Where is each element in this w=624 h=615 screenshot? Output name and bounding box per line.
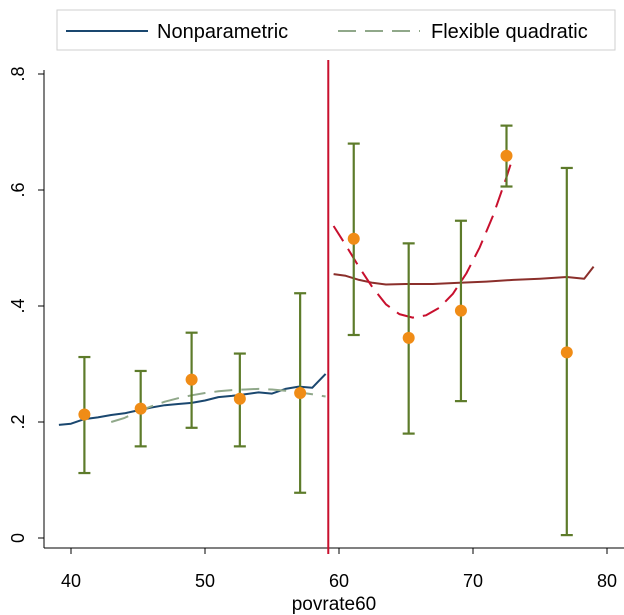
y-tick-label: 0 bbox=[8, 533, 28, 543]
y-tick-label: .2 bbox=[8, 414, 28, 429]
legend-label-nonparametric: Nonparametric bbox=[157, 21, 288, 43]
y-ticks: 0 .2 .4 .6 .8 bbox=[8, 66, 44, 543]
x-tick-label: 50 bbox=[195, 571, 215, 591]
x-ticks: 40 50 60 70 80 bbox=[61, 548, 617, 591]
mean-marker bbox=[294, 387, 307, 399]
legend-box bbox=[56, 9, 616, 51]
mean-marker bbox=[454, 304, 467, 317]
x-tick-label: 60 bbox=[329, 571, 349, 591]
x-tick-label: 80 bbox=[597, 571, 617, 591]
binned-means bbox=[78, 149, 573, 421]
mean-marker bbox=[500, 149, 513, 162]
mean-marker bbox=[134, 402, 147, 415]
mean-marker bbox=[78, 408, 91, 421]
fit-line-2 bbox=[110, 387, 326, 423]
x-axis-title: povrate60 bbox=[292, 594, 377, 615]
x-tick-label: 40 bbox=[61, 571, 81, 591]
mean-marker bbox=[185, 373, 198, 386]
y-tick-label: .6 bbox=[8, 182, 28, 197]
legend: Nonparametric Flexible quadratic bbox=[56, 9, 616, 51]
fit-line-3 bbox=[333, 265, 595, 286]
mean-marker bbox=[560, 346, 573, 359]
fit-line-4 bbox=[332, 156, 515, 319]
legend-label-flexible-quadratic: Flexible quadratic bbox=[431, 21, 588, 43]
mean-marker bbox=[347, 232, 360, 245]
y-tick-label: .4 bbox=[8, 298, 28, 313]
confidence-intervals bbox=[78, 124, 573, 537]
mean-marker bbox=[402, 331, 415, 344]
mean-marker bbox=[233, 392, 246, 405]
x-tick-label: 70 bbox=[463, 571, 483, 591]
y-tick-label: .8 bbox=[8, 66, 28, 81]
fit-lines bbox=[58, 156, 595, 426]
